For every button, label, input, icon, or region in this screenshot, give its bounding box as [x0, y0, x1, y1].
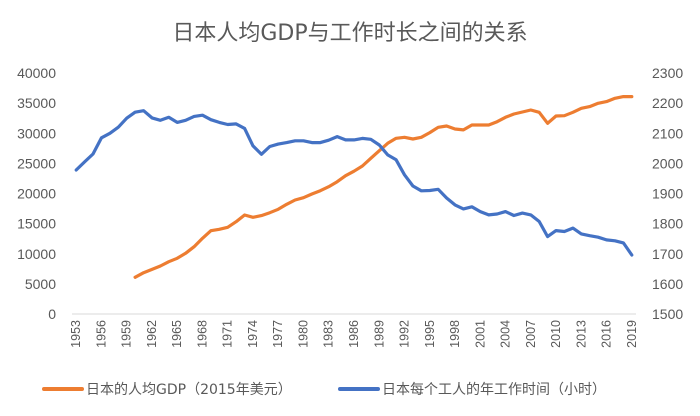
left-y-tick-label: 15000: [17, 216, 56, 232]
x-tick-label: 2010: [549, 320, 563, 348]
left-y-tick-label: 10000: [17, 246, 56, 262]
right-y-tick-label: 1800: [652, 216, 683, 232]
left-y-tick-label: 35000: [17, 95, 56, 111]
series-line-gdp: [133, 95, 634, 279]
right-y-tick-label: 1600: [652, 276, 683, 292]
legend-label-gdp: 日本的人均GDP（2015年美元）: [86, 382, 292, 398]
left-y-tick-label: 0: [48, 306, 56, 322]
right-y-tick-label: 2200: [652, 95, 683, 111]
right-y-tick-label: 2000: [652, 155, 683, 171]
series-line-hours: [74, 109, 634, 257]
x-tick-label: 1974: [246, 320, 260, 348]
x-tick-label: 1959: [120, 320, 134, 348]
x-tick-label: 1956: [94, 320, 108, 348]
x-tick-label: 1992: [398, 320, 412, 348]
right-y-tick-label: 2100: [652, 125, 683, 141]
right-y-tick-label: 1500: [652, 306, 683, 322]
left-y-tick-label: 30000: [17, 125, 56, 141]
right-y-tick-label: 2300: [652, 65, 683, 81]
x-tick-label: 1971: [221, 320, 235, 348]
x-tick-label: 1998: [448, 320, 462, 348]
x-tick-label: 1989: [372, 320, 386, 348]
right-y-tick-label: 1700: [652, 246, 683, 262]
chart-title: 日本人均GDP与工作时长之间的关系: [172, 21, 527, 46]
legend-item-gdp[interactable]: 日本的人均GDP（2015年美元）: [42, 382, 292, 398]
left-y-tick-label: 40000: [17, 65, 56, 81]
left-y-tick-label: 20000: [17, 186, 56, 202]
right-y-tick-label: 1900: [652, 186, 683, 202]
plot-area: [74, 95, 634, 279]
x-tick-label: 2019: [625, 320, 639, 348]
x-tick-label: 1953: [69, 320, 83, 348]
x-tick-label: 1995: [423, 320, 437, 348]
x-tick-label: 1977: [271, 320, 285, 348]
x-tick-label: 1968: [195, 320, 209, 348]
x-tick-label: 1986: [347, 320, 361, 348]
legend-label-hours: 日本每个工人的年工作时间（小时）: [382, 382, 606, 398]
legend-item-hours[interactable]: 日本每个工人的年工作时间（小时）: [338, 382, 606, 398]
x-tick-label: 2007: [524, 320, 538, 348]
right-y-axis: 1500 1600 1700 1800 1900 2000 2100 2200 2300: [652, 65, 683, 322]
left-y-tick-label: 5000: [25, 276, 56, 292]
x-tick-label: 1965: [170, 320, 184, 348]
x-tick-label: 2016: [600, 320, 614, 348]
x-tick-label: 1962: [145, 320, 159, 348]
x-axis: 1953 1956 1959 1962 1965 1968 1971 1974 1977 1980…: [69, 320, 639, 348]
legend: 日本的人均GDP（2015年美元） 日本每个工人的年工作时间（小时）: [42, 382, 606, 398]
x-tick-label: 2013: [574, 320, 588, 348]
left-y-tick-label: 25000: [17, 155, 56, 171]
left-y-axis: 0 5000 10000 15000 20000 25000 30000 35000 40000: [17, 65, 56, 322]
x-tick-label: 1983: [322, 320, 336, 348]
x-tick-label: 2004: [499, 320, 513, 348]
x-tick-label: 1980: [296, 320, 310, 348]
x-tick-label: 2001: [473, 320, 487, 348]
